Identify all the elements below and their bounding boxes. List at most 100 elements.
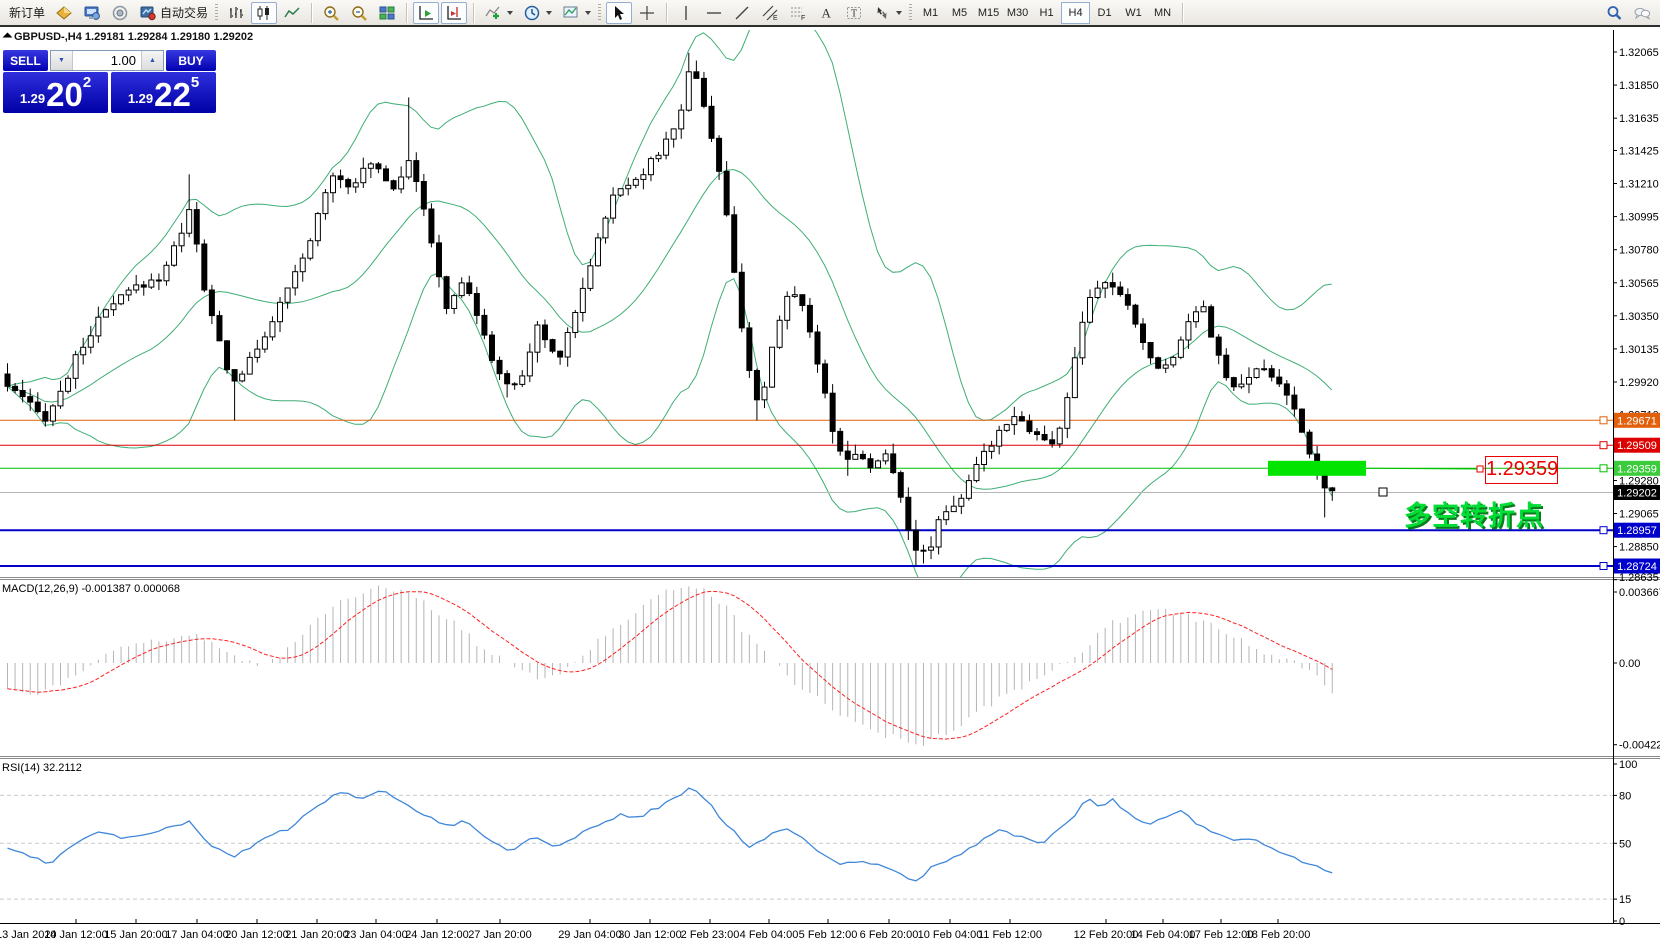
time-tick-label: 12 Feb 20:00 bbox=[1074, 929, 1139, 941]
svg-text:F: F bbox=[801, 15, 805, 22]
sell-price-button[interactable]: 1.29 20 2 bbox=[3, 72, 108, 113]
indicators-icon bbox=[485, 6, 500, 19]
indicators-button[interactable] bbox=[480, 2, 517, 24]
level-end-handle[interactable] bbox=[1599, 562, 1608, 570]
toolbar-separator bbox=[1182, 2, 1184, 23]
timeframe-m30-button[interactable]: M30 bbox=[1006, 6, 1029, 19]
level-end-handle[interactable] bbox=[1599, 441, 1608, 450]
pane-separators[interactable] bbox=[0, 577, 1660, 759]
time-tick-label: 18 Feb 20:00 bbox=[1246, 929, 1311, 941]
horizontal-line-tool-button[interactable] bbox=[701, 2, 727, 24]
trendline-tool-button[interactable] bbox=[729, 2, 755, 24]
turning-point-annotation[interactable]: 多空转折点 bbox=[1404, 501, 1544, 531]
timeframe-m1-button[interactable]: M1 bbox=[922, 6, 939, 19]
rsi-axis-label: 15 bbox=[1619, 894, 1631, 906]
toolbar-grip[interactable] bbox=[909, 3, 913, 22]
price-tick-label: 1.30135 bbox=[1619, 344, 1659, 356]
time-tick-label: 10 Feb 04:00 bbox=[918, 929, 983, 941]
macd-signal-line bbox=[7, 590, 1333, 740]
buy-price-point: 5 bbox=[190, 74, 200, 91]
time-tick-label: 6 Feb 20:00 bbox=[860, 929, 919, 941]
candlestick-chart-button[interactable] bbox=[251, 1, 278, 24]
rsi-level-lines bbox=[0, 794, 1613, 900]
price-tick-label: 1.28850 bbox=[1619, 542, 1659, 554]
rsi-axis-label: 50 bbox=[1619, 838, 1631, 850]
buy-button[interactable]: BUY bbox=[166, 50, 216, 71]
templates-button[interactable] bbox=[558, 2, 595, 24]
highlight-green-bar[interactable] bbox=[1268, 460, 1366, 476]
timeframe-h1-button[interactable]: H1 bbox=[1039, 6, 1054, 19]
auto-scroll-button[interactable] bbox=[413, 1, 440, 24]
sell-button[interactable]: SELL bbox=[3, 50, 48, 71]
time-tick-label: 20 Jan 12:00 bbox=[225, 929, 289, 941]
macd-axis-label: 0.003667 bbox=[1619, 587, 1660, 599]
arrows-tool-button[interactable] bbox=[869, 2, 906, 24]
periods-button[interactable] bbox=[519, 2, 556, 24]
macd-axis-label: -0.00422 bbox=[1619, 740, 1660, 752]
price-callout-label[interactable]: 1.29359 bbox=[1485, 456, 1558, 484]
toolbar-grip[interactable] bbox=[598, 3, 602, 22]
chart-shift-button[interactable] bbox=[441, 1, 468, 24]
timeframe-h4-button[interactable]: H4 bbox=[1061, 1, 1091, 24]
level-end-handle[interactable] bbox=[1599, 464, 1608, 473]
time-tick-label: 27 Jan 20:00 bbox=[468, 929, 532, 941]
object-selection-handle[interactable] bbox=[1378, 487, 1388, 497]
market-watch-button[interactable] bbox=[79, 2, 105, 24]
autotrading-button[interactable]: 自动交易 bbox=[135, 2, 212, 24]
periods-dropdown-caret[interactable] bbox=[546, 10, 553, 15]
timeframe-m5-button[interactable]: M5 bbox=[951, 6, 968, 19]
chat-button[interactable] bbox=[1629, 2, 1655, 24]
templates-icon bbox=[563, 6, 578, 17]
price-tick-label: 1.31210 bbox=[1619, 179, 1659, 191]
rsi-axis-label: 80 bbox=[1619, 790, 1631, 802]
arrows-dropdown-caret[interactable] bbox=[896, 10, 903, 15]
svg-text:T: T bbox=[851, 8, 857, 19]
time-tick-label: 2 Feb 23:00 bbox=[681, 929, 740, 941]
new-order-button[interactable]: 新订单 bbox=[9, 6, 46, 20]
timeframe-mn-button[interactable]: MN bbox=[1153, 6, 1172, 19]
search-button[interactable] bbox=[1601, 2, 1627, 24]
templates-dropdown-caret[interactable] bbox=[585, 10, 592, 15]
zoom-in-button[interactable] bbox=[318, 2, 344, 24]
price-tick-label: 1.31850 bbox=[1619, 80, 1659, 92]
sell-price-pips: 20 bbox=[46, 76, 83, 113]
buy-price-button[interactable]: 1.29 22 5 bbox=[111, 72, 216, 113]
cursor-button[interactable] bbox=[606, 1, 633, 24]
level-end-handle[interactable] bbox=[1599, 416, 1608, 425]
level-end-handle[interactable] bbox=[1599, 526, 1608, 535]
sell-price-prefix: 1.29 bbox=[19, 91, 46, 106]
price-tick-label: 1.31635 bbox=[1619, 113, 1659, 125]
channel-tool-button[interactable]: E bbox=[757, 2, 783, 24]
level-badge-1.28724: 1.28724 bbox=[1617, 561, 1657, 573]
volume-decrease-button[interactable]: ▼ bbox=[51, 51, 73, 70]
rsi-axis-label: 0 bbox=[1619, 916, 1625, 928]
profile-button[interactable] bbox=[51, 2, 77, 24]
timeframe-m15-button[interactable]: M15 bbox=[977, 6, 1000, 19]
crosshair-button[interactable] bbox=[634, 2, 660, 24]
text-tool-button[interactable]: A bbox=[813, 2, 839, 24]
text-icon: A bbox=[822, 5, 832, 20]
indicators-dropdown-caret[interactable] bbox=[507, 10, 514, 15]
callout-anchor-handle[interactable] bbox=[1476, 465, 1484, 473]
sounds-button[interactable] bbox=[107, 2, 133, 24]
timeframe-w1-button[interactable]: W1 bbox=[1125, 6, 1142, 19]
tile-windows-button[interactable] bbox=[374, 2, 400, 24]
timeframe-d1-button[interactable]: D1 bbox=[1097, 6, 1112, 19]
text-label-tool-button[interactable]: T bbox=[841, 2, 867, 24]
fibonacci-tool-button[interactable]: F bbox=[785, 2, 811, 24]
rsi-indicator-label: RSI(14) 32.2112 bbox=[2, 762, 82, 774]
line-chart-button[interactable] bbox=[279, 2, 305, 24]
price-level-lines[interactable] bbox=[0, 419, 1613, 567]
time-tick-label: 15 Jan 20:00 bbox=[104, 929, 168, 941]
price-axis[interactable]: 1.32065 1.31850 1.31635 1.31425 1.31210 1.309… bbox=[1613, 30, 1660, 928]
search-icon bbox=[1607, 5, 1622, 20]
buy-price-pips: 22 bbox=[154, 76, 191, 113]
bar-chart-button[interactable] bbox=[223, 2, 249, 24]
volume-increase-button[interactable]: ▲ bbox=[141, 51, 163, 70]
toolbar-grip[interactable] bbox=[215, 3, 219, 22]
vertical-line-tool-button[interactable] bbox=[673, 2, 699, 24]
zoom-out-button[interactable] bbox=[346, 2, 372, 24]
volume-value[interactable]: 1.00 bbox=[110, 53, 136, 68]
